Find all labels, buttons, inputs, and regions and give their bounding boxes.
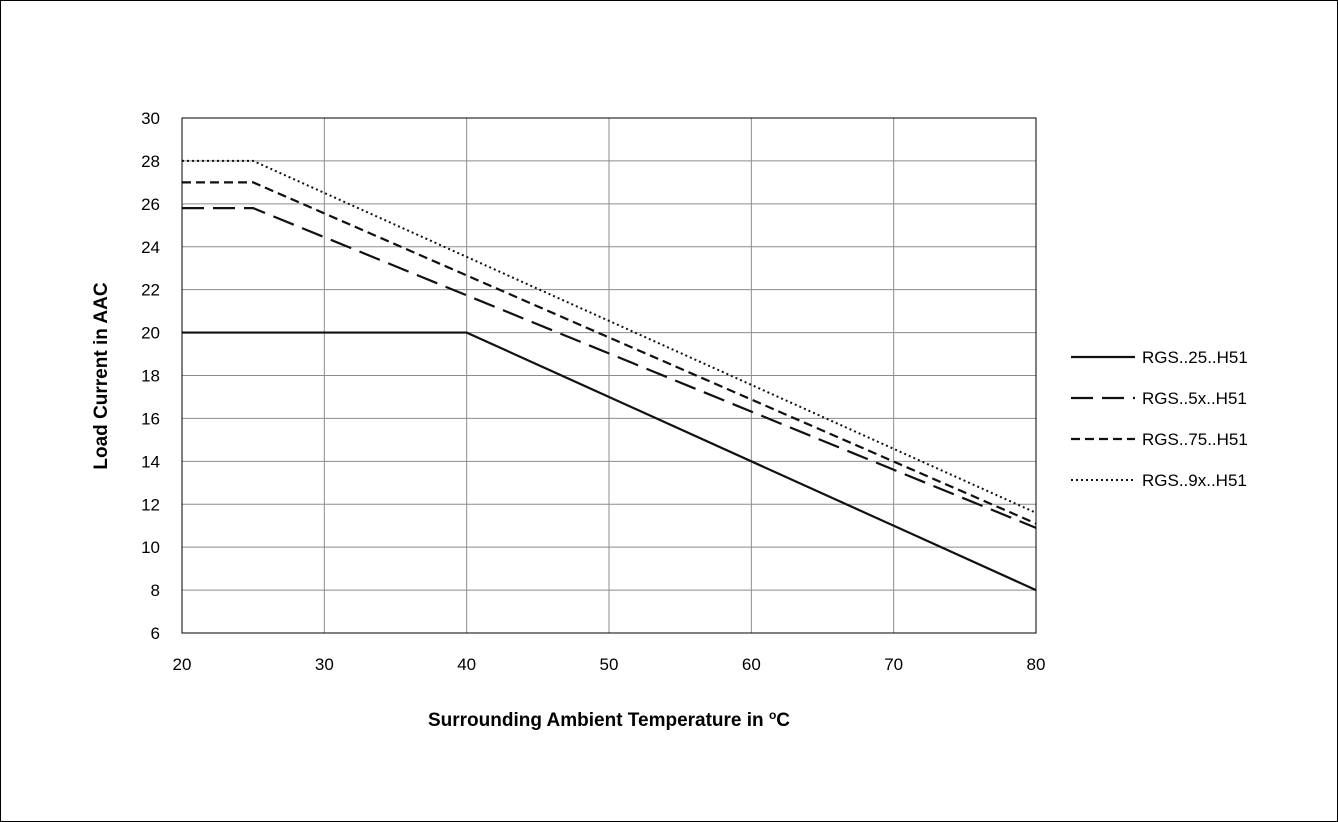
x-tick-label: 60 — [742, 655, 761, 674]
x-tick-label: 40 — [457, 655, 476, 674]
legend-label-1: RGS..25..H51 — [1142, 348, 1248, 367]
y-tick-label: 6 — [151, 624, 160, 643]
series-line-4 — [182, 159, 1037, 514]
y-tick-label: 26 — [141, 195, 160, 214]
grid — [181, 117, 1037, 634]
legend: RGS..25..H51 RGS..5x..H51 RGS..75..H51 RGS.… — [1071, 348, 1248, 490]
series-line-2 — [182, 207, 1037, 529]
x-axis-title: Surrounding Ambient Temperature in oC — [428, 708, 790, 731]
legend-label-3: RGS..75..H51 — [1142, 430, 1248, 449]
y-tick-label: 16 — [141, 409, 160, 428]
plot-area — [181, 117, 1037, 634]
y-tick-label: 12 — [141, 495, 160, 514]
legend-label-4: RGS..9x..H51 — [1142, 471, 1247, 490]
x-tick-label: 70 — [884, 655, 903, 674]
y-tick-label: 18 — [141, 367, 160, 386]
y-tick-label: 8 — [151, 581, 160, 600]
y-tick-label: 30 — [141, 109, 160, 128]
x-tick-label: 50 — [600, 655, 619, 674]
legend-label-2: RGS..5x..H51 — [1142, 389, 1247, 408]
y-tick-label: 22 — [141, 281, 160, 300]
y-tick-label: 20 — [141, 324, 160, 343]
series-lines — [182, 159, 1037, 592]
tick-labels: 6 8 10 12 14 16 18 20 22 24 26 28 30 20 30 40 50 60 70 80 — [141, 109, 1045, 674]
y-tick-label: 24 — [141, 238, 160, 257]
y-axis-title: Load Current in AAC — [91, 282, 112, 469]
x-tick-label: 80 — [1027, 655, 1046, 674]
y-tick-label: 10 — [141, 538, 160, 557]
x-tick-label: 30 — [315, 655, 334, 674]
series-line-3 — [182, 181, 1037, 525]
y-tick-label: 14 — [141, 452, 160, 471]
series-line-1 — [182, 331, 1037, 592]
y-tick-label: 28 — [141, 152, 160, 171]
x-tick-label: 20 — [173, 655, 192, 674]
